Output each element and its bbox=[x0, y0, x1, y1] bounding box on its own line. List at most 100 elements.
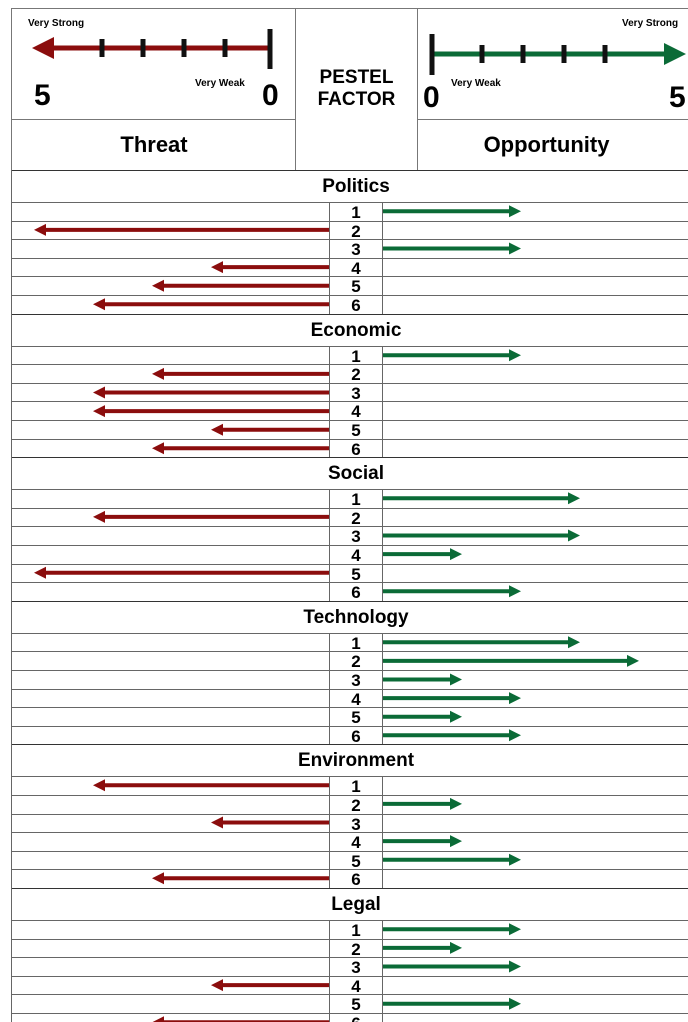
row-divider bbox=[11, 707, 688, 709]
factor-title-line-2: FACTOR bbox=[317, 89, 396, 110]
section-social: Social 1 2 3 4 5 6 bbox=[11, 457, 688, 601]
row-divider bbox=[11, 651, 688, 653]
factor-number: 2 bbox=[351, 365, 361, 385]
grid-left-border bbox=[11, 744, 12, 888]
opportunity-arrow bbox=[383, 585, 521, 598]
factor-number: 4 bbox=[351, 689, 361, 709]
factor-number: 4 bbox=[351, 545, 361, 565]
factor-number: 2 bbox=[351, 221, 361, 241]
row-divider bbox=[11, 295, 688, 296]
grid-left-border bbox=[11, 888, 12, 1022]
row-divider bbox=[11, 257, 688, 259]
section-title: Economic bbox=[310, 319, 402, 341]
opportunity-very-strong-label: Very Strong bbox=[622, 18, 679, 29]
factor-number: 5 bbox=[351, 420, 361, 440]
row-divider bbox=[11, 563, 688, 565]
section-arrows bbox=[93, 779, 521, 885]
factor-number: 3 bbox=[351, 527, 361, 547]
threat-min-value: 0 bbox=[262, 79, 279, 112]
section-arrows bbox=[93, 348, 521, 454]
opportunity-arrow bbox=[383, 729, 521, 742]
section-economic: Economic 1 2 3 4 5 6 bbox=[11, 313, 688, 458]
section-politics: Politics 1 2 3 4 5 6 bbox=[11, 170, 688, 314]
threat-arrow bbox=[93, 511, 329, 524]
factor-number: 4 bbox=[351, 258, 361, 278]
row-divider bbox=[11, 544, 688, 546]
threat-header-cell: Threat bbox=[11, 119, 296, 170]
grid-left-border bbox=[11, 457, 12, 601]
row-divider bbox=[11, 220, 688, 222]
row-divider bbox=[11, 632, 688, 634]
opportunity-arrow bbox=[383, 923, 521, 936]
opportunity-max-value: 5 bbox=[669, 81, 686, 114]
row-divider bbox=[11, 401, 688, 403]
factor-number: 4 bbox=[351, 976, 361, 996]
opportunity-arrow bbox=[383, 960, 521, 973]
threat-arrow bbox=[211, 261, 329, 274]
factor-number: 1 bbox=[351, 203, 361, 222]
row-divider bbox=[11, 507, 688, 509]
opportunity-arrow bbox=[383, 242, 521, 255]
section-divider bbox=[11, 170, 688, 171]
row-divider bbox=[11, 438, 688, 440]
row-divider bbox=[11, 832, 688, 834]
factor-number-column bbox=[329, 920, 383, 1022]
row-divider bbox=[11, 688, 688, 690]
factor-number: 1 bbox=[351, 921, 361, 940]
threat-arrow bbox=[93, 298, 329, 311]
threat-scale-panel: Very Strong Very Weak 5 0 bbox=[11, 8, 296, 120]
factor-number: 5 bbox=[351, 851, 361, 871]
opportunity-arrow bbox=[383, 548, 462, 561]
section-arrows bbox=[383, 636, 639, 742]
factor-title-line-1: PESTEL bbox=[319, 67, 394, 88]
factor-number: 5 bbox=[351, 995, 361, 1015]
section-technology: Technology 1 2 3 4 5 6 bbox=[11, 600, 688, 746]
threat-arrow bbox=[93, 779, 329, 792]
row-divider bbox=[11, 813, 688, 815]
factor-number: 6 bbox=[351, 726, 361, 746]
factor-number: 2 bbox=[351, 508, 361, 528]
pestel-factor-title: PESTEL FACTOR bbox=[296, 67, 417, 111]
section-divider bbox=[11, 888, 688, 889]
section-title: Politics bbox=[322, 176, 390, 197]
opportunity-arrow bbox=[383, 941, 462, 954]
threat-very-weak-label: Very Weak bbox=[195, 78, 245, 89]
section-arrows bbox=[34, 205, 521, 311]
row-divider bbox=[11, 975, 688, 977]
threat-arrow bbox=[152, 279, 329, 292]
factor-number: 3 bbox=[351, 383, 361, 403]
row-divider bbox=[11, 938, 688, 940]
factor-number: 3 bbox=[351, 240, 361, 260]
threat-arrow bbox=[152, 441, 329, 454]
threat-very-strong-label: Very Strong bbox=[28, 18, 85, 29]
row-divider bbox=[11, 489, 688, 491]
opportunity-arrow bbox=[383, 691, 521, 704]
grid-left-border bbox=[11, 170, 12, 314]
opportunity-arrow bbox=[383, 529, 580, 542]
opportunity-arrow bbox=[383, 798, 462, 811]
opportunity-very-weak-label: Very Weak bbox=[451, 78, 501, 89]
row-divider bbox=[11, 869, 688, 871]
factor-number: 4 bbox=[351, 833, 361, 853]
row-divider bbox=[11, 419, 688, 421]
threat-arrow bbox=[152, 872, 329, 885]
section-divider bbox=[11, 744, 688, 746]
row-divider bbox=[11, 794, 688, 796]
factor-number: 6 bbox=[351, 870, 361, 890]
section-title: Technology bbox=[303, 606, 409, 628]
opportunity-arrow bbox=[383, 835, 462, 848]
opportunity-arrow bbox=[383, 710, 462, 723]
factor-number: 2 bbox=[351, 795, 361, 815]
row-divider bbox=[11, 364, 688, 366]
section-title: Legal bbox=[331, 894, 381, 915]
threat-arrow bbox=[211, 423, 329, 436]
opportunity-scale-arrow bbox=[429, 34, 686, 75]
threat-max-value: 5 bbox=[34, 79, 51, 112]
section-title: Environment bbox=[297, 750, 415, 772]
factor-number: 4 bbox=[351, 402, 361, 422]
row-divider bbox=[11, 239, 688, 241]
factor-number: 2 bbox=[351, 939, 361, 959]
factor-number: 5 bbox=[351, 277, 361, 297]
section-divider bbox=[11, 313, 688, 315]
opportunity-arrow bbox=[383, 997, 521, 1010]
